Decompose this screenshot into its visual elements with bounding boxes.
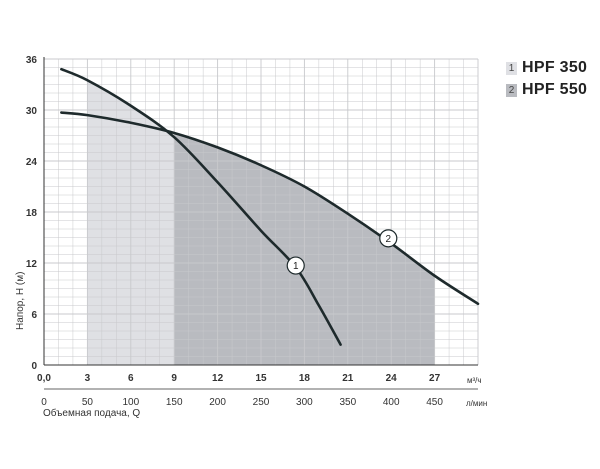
x-tick-label-secondary: 150 bbox=[166, 397, 183, 408]
x-tick-label: 9 bbox=[171, 373, 177, 384]
y-tick-label: 36 bbox=[26, 55, 38, 66]
legend-item-hpf-350: 1 HPF 350 bbox=[506, 57, 587, 79]
y-tick-label: 12 bbox=[26, 259, 38, 270]
x-tick-label: 21 bbox=[342, 373, 354, 384]
tick-labels: 0,0 3 6 9 12 15 18 21 24 270 50 100 150 200 250 300 350 4… bbox=[26, 55, 444, 408]
x-tick-label: 12 bbox=[212, 373, 224, 384]
x-tick-label: 15 bbox=[255, 373, 267, 384]
y-tick-label: 18 bbox=[26, 208, 38, 219]
legend-item-hpf-550: 2 HPF 550 bbox=[506, 79, 587, 101]
y-tick-label: 6 bbox=[31, 310, 37, 321]
x-tick-label-secondary: 200 bbox=[209, 397, 226, 408]
x-tick-label: 3 bbox=[85, 373, 91, 384]
curve-marker-2 bbox=[379, 229, 398, 248]
x-tick-label: 6 bbox=[128, 373, 134, 384]
grid-lines bbox=[43, 58, 479, 366]
x-axis-unit-secondary: л/мин bbox=[466, 399, 487, 408]
legend: 1 HPF 350 2 HPF 550 bbox=[506, 57, 587, 101]
axes bbox=[43, 57, 478, 390]
x-axis-unit-primary: м³/ч bbox=[467, 376, 482, 385]
x-tick-label-secondary: 300 bbox=[296, 397, 313, 408]
y-axis-title: Напор, H (м) bbox=[15, 272, 26, 330]
x-tick-label-secondary: 400 bbox=[383, 397, 400, 408]
performance-curves: 12 bbox=[60, 67, 480, 346]
curve-2 bbox=[60, 111, 480, 306]
x-tick-label-secondary: 350 bbox=[339, 397, 356, 408]
y-tick-label: 30 bbox=[26, 106, 38, 117]
x-tick-label-secondary: 450 bbox=[426, 397, 443, 408]
legend-marker-1: 1 bbox=[506, 61, 517, 75]
x-tick-label-secondary: 50 bbox=[82, 397, 94, 408]
y-tick-label: 24 bbox=[26, 157, 38, 168]
legend-label-1: HPF 350 bbox=[522, 59, 588, 76]
legend-marker-2: 2 bbox=[506, 83, 517, 97]
x-axis-title: Объемная подача, Q bbox=[43, 407, 140, 419]
x-tick-label-secondary: 250 bbox=[253, 397, 270, 408]
curve-marker-label-1: 1 bbox=[293, 261, 299, 272]
x-tick-label: 24 bbox=[386, 373, 398, 384]
x-tick-label: 18 bbox=[299, 373, 311, 384]
curve-marker-label-2: 2 bbox=[386, 234, 392, 245]
legend-label-2: HPF 550 bbox=[522, 81, 588, 98]
x-tick-label-secondary: 0 bbox=[41, 397, 47, 408]
y-tick-label: 0 bbox=[31, 361, 37, 372]
curve-1 bbox=[60, 67, 342, 346]
curve-marker-1 bbox=[286, 256, 305, 275]
x-tick-label: 0,0 bbox=[37, 373, 51, 384]
x-tick-label-secondary: 100 bbox=[122, 397, 139, 408]
x-tick-label: 27 bbox=[429, 373, 441, 384]
